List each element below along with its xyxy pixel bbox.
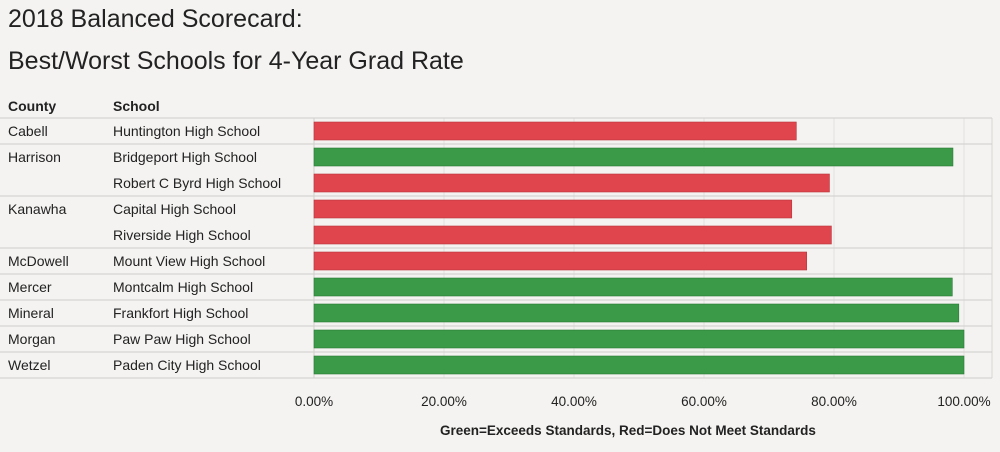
bar [313, 121, 797, 141]
county-label: Morgan [8, 331, 55, 347]
county-label: Mineral [8, 305, 54, 321]
bar [313, 173, 830, 193]
county-label: Wetzel [8, 357, 51, 373]
bar [313, 199, 793, 219]
county-label: Harrison [8, 149, 61, 165]
chart-title-line-1: 2018 Balanced Scorecard: [8, 5, 303, 33]
chart-title-line-2: Best/Worst Schools for 4-Year Grad Rate [8, 47, 464, 75]
school-label: Paden City High School [113, 357, 261, 373]
school-label: Montcalm High School [113, 279, 253, 295]
column-header-school: School [113, 98, 160, 114]
x-tick-label: 80.00% [811, 394, 857, 409]
school-label: Bridgeport High School [113, 149, 257, 165]
x-axis-ticks: 0.00% 20.00% 40.00% 60.00% 80.00% 100.00% [295, 394, 991, 409]
school-label: Paw Paw High School [113, 331, 251, 347]
bar [313, 225, 832, 245]
x-tick-label: 60.00% [681, 394, 727, 409]
x-tick-label: 20.00% [421, 394, 467, 409]
county-label: McDowell [8, 253, 69, 269]
bar [313, 303, 960, 323]
bar [313, 147, 954, 167]
bars-layer [313, 121, 965, 375]
school-label: Capital High School [113, 201, 236, 217]
x-tick-label: 40.00% [551, 394, 597, 409]
x-tick-label: 100.00% [937, 394, 990, 409]
rows-layer: Cabell Harrison Kanawha McDowell Mercer Miner… [0, 123, 992, 379]
legend-note: Green=Exceeds Standards, Red=Does Not Me… [440, 423, 816, 438]
school-label: Frankfort High School [113, 305, 248, 321]
school-label: Mount View High School [113, 253, 265, 269]
school-label: Riverside High School [113, 227, 251, 243]
county-label: Cabell [8, 123, 48, 139]
bar [313, 251, 808, 271]
county-label: Kanawha [8, 201, 67, 217]
bar [313, 355, 965, 375]
bar [313, 329, 965, 349]
x-tick-label: 0.00% [295, 394, 333, 409]
county-label: Mercer [8, 279, 52, 295]
school-label: Robert C Byrd High School [113, 175, 281, 191]
bar [313, 277, 953, 297]
column-header-county: County [8, 98, 57, 114]
school-label: Huntington High School [113, 123, 260, 139]
